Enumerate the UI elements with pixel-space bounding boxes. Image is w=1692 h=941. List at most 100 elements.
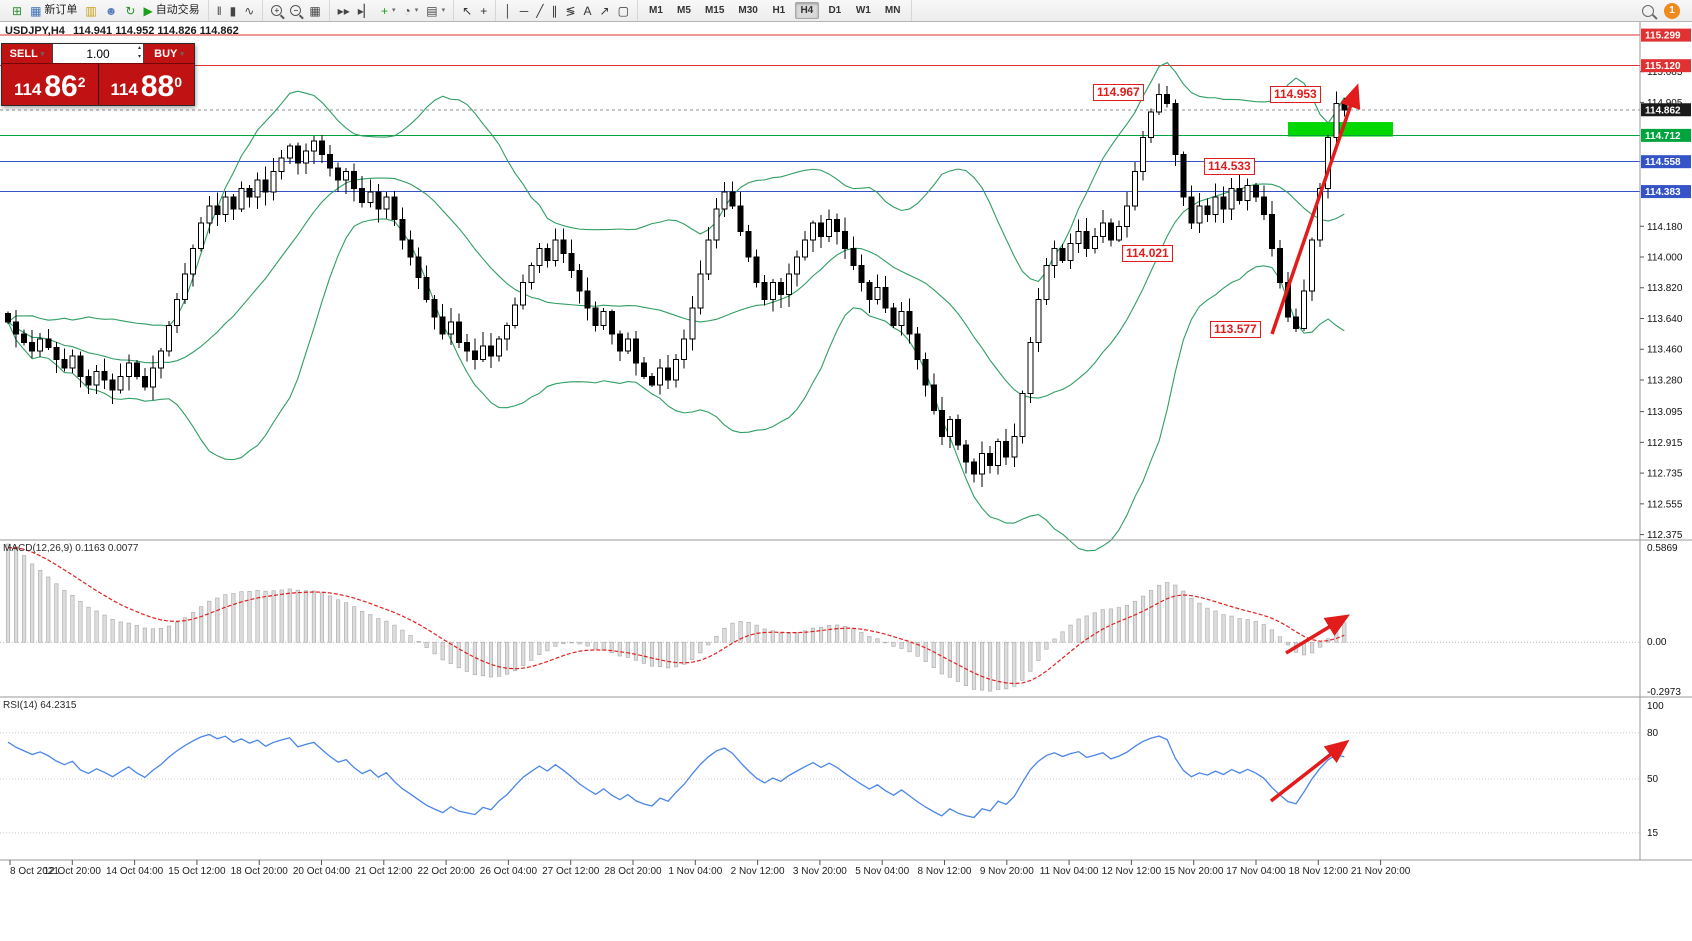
buy-button[interactable]: 114 88 0 xyxy=(98,64,194,105)
ohlc-readout: 114.941 114.952 114.826 114.862 xyxy=(72,25,239,37)
timeframe-button-h4[interactable]: H4 xyxy=(794,2,819,19)
search-icon[interactable] xyxy=(1642,4,1654,17)
templates-icon[interactable]: ▤ ▾ xyxy=(423,2,448,19)
volume-input[interactable] xyxy=(65,45,131,62)
indicators-add-icon[interactable]: + ▾ xyxy=(378,2,399,19)
svg-text:28 Oct 20:00: 28 Oct 20:00 xyxy=(604,866,662,877)
timeframe-button-w1[interactable]: W1 xyxy=(855,5,871,16)
sell-price-big: 114 xyxy=(13,80,42,99)
svg-text:114.000: 114.000 xyxy=(1647,252,1683,263)
svg-text:113.640: 113.640 xyxy=(1647,314,1683,325)
zoom-out-icon[interactable]: − xyxy=(287,4,304,17)
order-panel-price-row: 114 86 2 114 88 0 xyxy=(2,64,194,105)
svg-text:18 Nov 12:00: 18 Nov 12:00 xyxy=(1289,866,1349,877)
timeframe-toolbar: M1 M5 M15 M30 H1 H4 D1 W1 MN xyxy=(638,0,913,21)
profile-icon[interactable]: ☻ xyxy=(102,4,121,18)
chart-shift-icon: ▸▏ xyxy=(357,3,373,18)
user-avatar-badge[interactable]: 1 xyxy=(1664,2,1680,19)
chart-shift-icon[interactable]: ▸▏ xyxy=(355,4,376,18)
svg-text:112.735: 112.735 xyxy=(1647,469,1683,480)
cursor-icon[interactable]: ↖ xyxy=(459,4,475,18)
sell-dropdown-button[interactable]: SELL ▾ xyxy=(2,44,52,63)
svg-text:15 Oct 12:00: 15 Oct 12:00 xyxy=(168,866,226,877)
trendline-icon: ╱ xyxy=(536,3,544,18)
templates-icon: ▤ xyxy=(426,3,438,18)
svg-text:21 Oct 12:00: 21 Oct 12:00 xyxy=(355,866,413,877)
toolbox-icon[interactable]: ▥ xyxy=(82,4,99,18)
toolbar-group-cursor-tools: ↖ + xyxy=(454,0,497,21)
svg-text:5 Nov 04:00: 5 Nov 04:00 xyxy=(855,866,909,877)
crosshair-icon[interactable]: + xyxy=(477,4,490,18)
svg-text:14 Oct 04:00: 14 Oct 04:00 xyxy=(106,866,164,877)
buy-dropdown-button[interactable]: BUY ▾ xyxy=(144,44,194,63)
line-chart-icon[interactable]: ∿ xyxy=(241,4,257,18)
timeframe-button-m30[interactable]: M30 xyxy=(738,5,758,16)
toolbar-group-line-studies: │ ─ ╱ ∥ ≶ A ↗ ▢ xyxy=(496,0,638,21)
svg-text:2 Nov 12:00: 2 Nov 12:00 xyxy=(731,866,785,877)
volume-stepper[interactable]: ▴ ▾ xyxy=(137,45,141,60)
svg-text:112.915: 112.915 xyxy=(1647,438,1683,449)
svg-text:17 Nov 04:00: 17 Nov 04:00 xyxy=(1226,866,1286,877)
macd-indicator-label: MACD(12,26,9) 0.1163 0.0077 xyxy=(3,543,139,554)
autotrading-button-label: 自动交易 xyxy=(155,4,200,16)
chevron-down-icon: ▾ xyxy=(441,7,446,14)
svg-text:1 Nov 04:00: 1 Nov 04:00 xyxy=(668,866,722,877)
periods-icon[interactable]: ◔ ▾ xyxy=(401,2,422,19)
svg-text:15: 15 xyxy=(1647,828,1659,839)
svg-text:113.460: 113.460 xyxy=(1647,345,1683,356)
svg-text:80: 80 xyxy=(1647,728,1659,739)
buy-price-big: 114 xyxy=(110,80,138,99)
trend-arrow-rsi xyxy=(1269,739,1350,803)
zoom-in-icon[interactable]: + xyxy=(268,4,285,17)
order-panel-top-row: SELL ▾ ▴▾ BUY ▾ xyxy=(2,44,194,64)
text-icon[interactable]: A xyxy=(581,4,595,18)
svg-text:15 Nov 20:00: 15 Nov 20:00 xyxy=(1164,866,1224,877)
refresh-icon[interactable]: ↻ xyxy=(122,4,138,18)
timeframe-button-h1[interactable]: H1 xyxy=(772,5,786,16)
timeframe-button-d1[interactable]: D1 xyxy=(828,5,842,16)
zoom-in-icon: + xyxy=(271,5,283,16)
trend-arrow-main xyxy=(1270,83,1361,335)
new-chart-icon[interactable]: ⊞ xyxy=(9,4,25,18)
tile-windows-icon[interactable]: ▦ xyxy=(306,4,323,18)
auto-scroll-icon: ▸▸ xyxy=(337,3,350,18)
horizontal-line-icon[interactable]: ─ xyxy=(517,4,532,18)
volume-field[interactable]: ▴▾ xyxy=(52,44,144,63)
sell-button[interactable]: 114 86 2 xyxy=(2,64,99,105)
arrow-tool-icon[interactable]: ↗ xyxy=(597,4,613,18)
price-callout-114.021: 114.021 xyxy=(1122,245,1173,263)
candlestick-series xyxy=(5,83,1348,488)
autotrading-button[interactable]: ▶ 自动交易 xyxy=(140,2,202,19)
timeframe-button-m15[interactable]: M15 xyxy=(704,5,725,16)
channel-icon: ∥ xyxy=(551,3,558,18)
bar-chart-icon[interactable]: ‖ xyxy=(214,4,225,18)
timeframe-button-mn[interactable]: MN xyxy=(884,5,901,16)
svg-text:11 Nov 04:00: 11 Nov 04:00 xyxy=(1040,866,1099,877)
buy-price-frac: 0 xyxy=(174,74,183,90)
macd-signal-line xyxy=(7,547,1345,685)
candlestick-chart-icon: ▮ xyxy=(229,3,237,18)
svg-text:9 Nov 20:00: 9 Nov 20:00 xyxy=(980,866,1034,877)
svg-text:113.095: 113.095 xyxy=(1647,407,1683,418)
price-callout-114.967: 114.967 xyxy=(1093,83,1144,101)
svg-text:112.555: 112.555 xyxy=(1647,499,1683,510)
fibonacci-icon[interactable]: ≶ xyxy=(562,4,578,18)
green-highlight-zone xyxy=(1288,122,1393,137)
price-axis[interactable]: 115.085114.905114.180114.000113.820113.6… xyxy=(1640,28,1691,839)
trendline-icon[interactable]: ╱ xyxy=(533,4,546,18)
timeframe-button-m1[interactable]: M1 xyxy=(649,5,663,16)
candlestick-chart-icon[interactable]: ▮ xyxy=(227,4,240,18)
new-order-button[interactable]: ▦ 新订单 xyxy=(27,2,80,19)
svg-text:50: 50 xyxy=(1647,774,1659,785)
svg-text:115.120: 115.120 xyxy=(1645,61,1681,72)
price-callout-114.953: 114.953 xyxy=(1270,86,1321,104)
vertical-line-icon[interactable]: │ xyxy=(501,4,515,18)
price-callout-113.577: 113.577 xyxy=(1210,321,1261,339)
auto-scroll-icon[interactable]: ▸▸ xyxy=(335,4,353,18)
timeframe-button-m5[interactable]: M5 xyxy=(677,5,691,16)
channel-icon[interactable]: ∥ xyxy=(548,4,560,18)
shapes-icon[interactable]: ▢ xyxy=(615,4,632,18)
refresh-icon: ↻ xyxy=(125,3,136,18)
